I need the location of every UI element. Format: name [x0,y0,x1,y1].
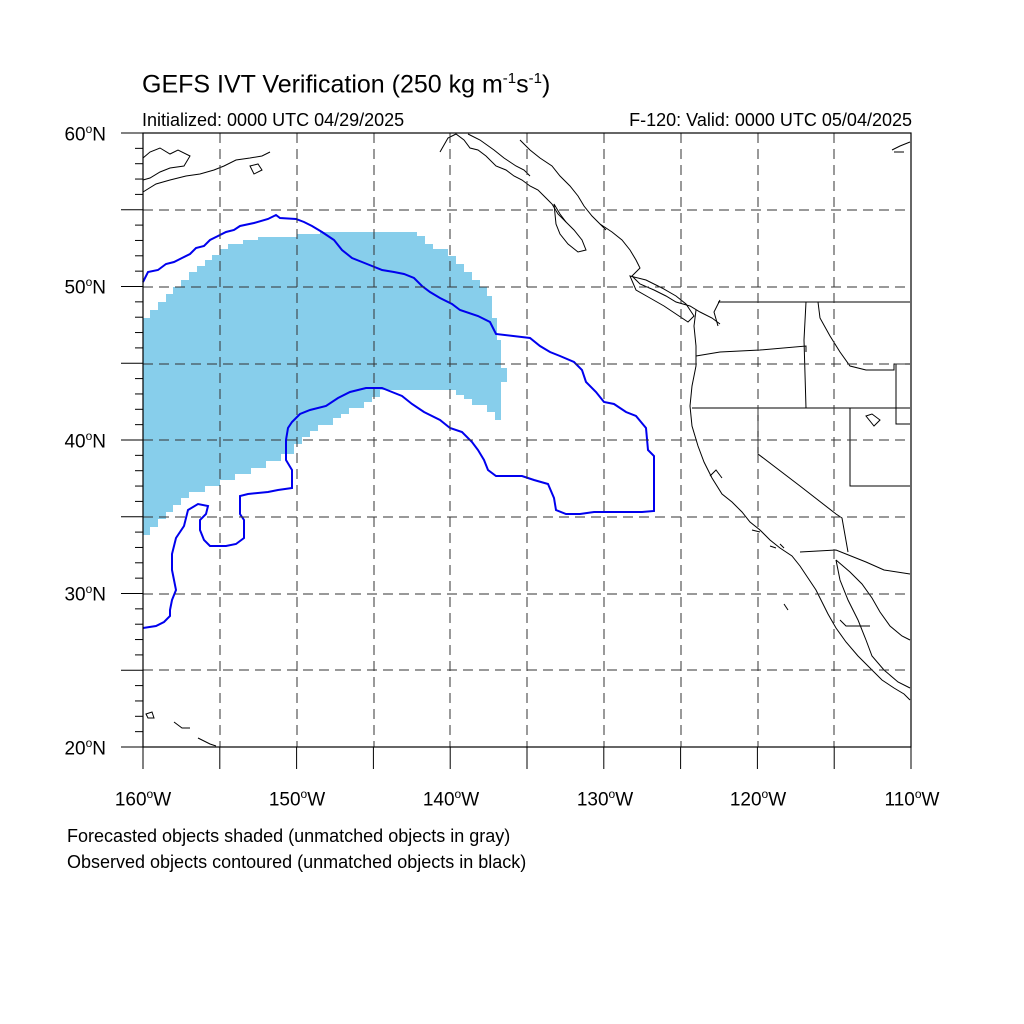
initialized-time: Initialized: 0000 UTC 04/29/2025 [142,110,405,130]
lon-label-130w: 130oW [576,787,634,811]
lon-label-140w: 140oW [422,787,480,811]
lon-label-120w: 120oW [729,787,787,811]
valid-time: F-120: Valid: 0000 UTC 05/04/2025 [629,110,912,130]
observed-legend-note: Observed objects contoured (unmatched ob… [67,852,527,872]
coastlines [142,133,911,747]
lat-label-30n: 30oN [64,582,106,606]
lat-label-50n: 50oN [64,275,106,299]
lon-label-160w: 160oW [114,787,172,811]
lat-label-40n: 40oN [64,429,106,453]
grid-lines [143,133,911,747]
observed-object-contour [142,213,655,629]
lon-label-150w: 150oW [268,787,326,811]
axis-ticks [121,132,912,769]
lat-label-20n: 20oN [64,736,106,760]
lon-label-110w: 110oW [884,787,940,811]
lat-label-60n: 60oN [64,122,106,146]
map-title: GEFS IVT Verification (250 kg m-1s-1) [142,70,551,99]
political-borders [692,301,911,627]
forecast-legend-note: Forecasted objects shaded (unmatched obj… [67,826,511,846]
forecast-object-shaded [143,232,507,545]
